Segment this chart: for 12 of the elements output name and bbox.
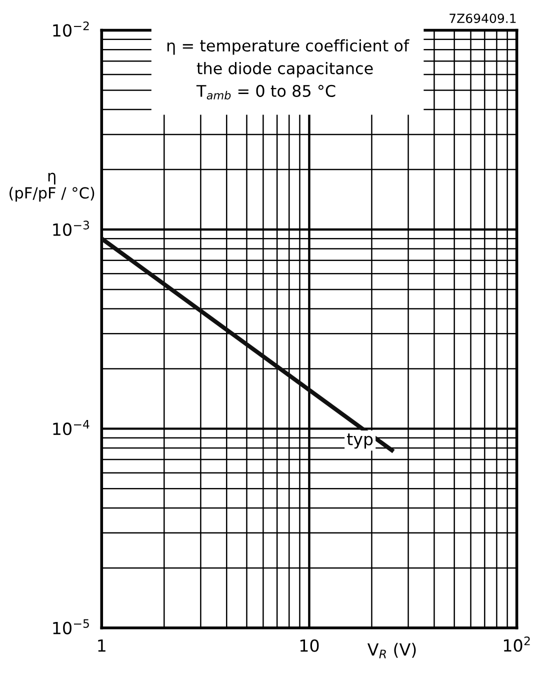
x-axis-title: V$_{R}$ (V) <box>367 642 416 658</box>
text: 7Z69409.1 <box>450 14 516 24</box>
x-tick-label: 10 <box>300 639 319 652</box>
y-tick-label: 10$^{−3}$ <box>53 220 90 236</box>
x-tick-label: 10$^{2}$ <box>504 636 530 652</box>
y-tick-label: 10$^{−2}$ <box>53 21 89 37</box>
y-tick-label: 10$^{−4}$ <box>53 420 90 436</box>
annotation: typ <box>347 433 373 449</box>
annotation: η = temperature coefficient of the diode capacitance T$_{amb}$ = 0 to 85 °C <box>167 39 410 100</box>
y-tick-label: 10$^{−5}$ <box>53 619 89 634</box>
y-axis-title: η (pF/pF / °C) <box>10 172 94 202</box>
x-tick-label: 1 <box>98 640 106 652</box>
